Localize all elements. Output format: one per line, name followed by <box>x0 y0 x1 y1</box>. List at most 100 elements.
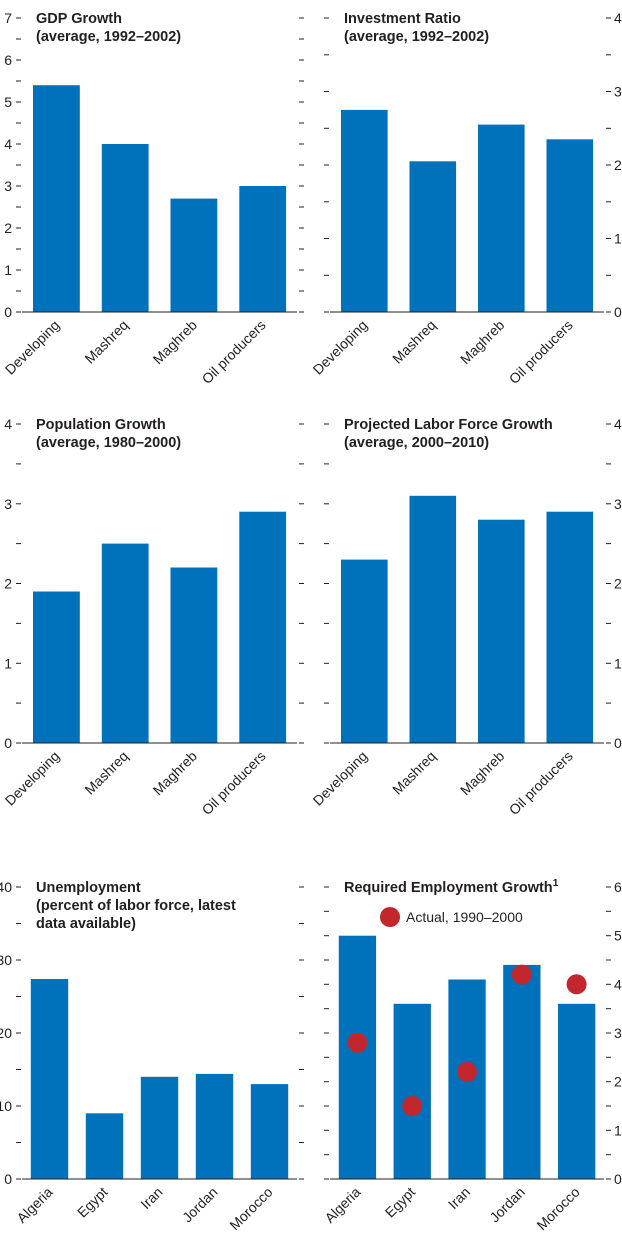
actual-marker <box>566 974 587 995</box>
x-category-label: Mashreq <box>81 748 131 798</box>
y-tick-label: 3 <box>614 1025 622 1041</box>
x-category-label: Iran <box>137 1184 165 1212</box>
y-tick-label: 10 <box>0 1098 12 1114</box>
x-category-label: Developing <box>310 748 371 809</box>
y-tick-label: 7 <box>4 10 12 26</box>
actual-marker <box>402 1096 423 1116</box>
bar-mashreq <box>101 144 149 312</box>
y-tick-label: 20 <box>0 1025 12 1041</box>
chart-title: (average, 1992–2002) <box>344 29 489 45</box>
x-category-label: Jordan <box>179 1184 221 1226</box>
y-tick-label: 0 <box>614 735 622 751</box>
y-tick-label: 3 <box>614 496 622 512</box>
chart-title: (average, 1992–2002) <box>36 29 181 45</box>
x-category-label: Algeria <box>321 1184 363 1226</box>
bar-jordan <box>195 1073 234 1179</box>
y-tick-label: 20 <box>614 157 622 173</box>
x-category-label: Maghreb <box>150 748 201 799</box>
actual-marker <box>457 1061 477 1082</box>
actual-marker <box>347 1032 368 1053</box>
x-category-label: Mashreq <box>389 317 439 367</box>
y-tick-label: 1 <box>614 655 622 671</box>
x-category-label: Morocco <box>533 1184 582 1233</box>
chart-title: GDP Growth <box>36 11 122 27</box>
y-tick-label: 2 <box>614 1074 622 1090</box>
y-tick-label: 0 <box>4 1171 12 1187</box>
y-tick-label: 6 <box>614 879 622 895</box>
bar-maghreb <box>478 519 525 743</box>
chart-title: data available) <box>36 916 136 932</box>
x-category-label: Maghreb <box>457 748 508 799</box>
bar-developing <box>33 85 80 312</box>
legend-label: Actual, 1990–2000 <box>406 909 523 925</box>
bar-maghreb <box>478 124 525 312</box>
bar-algeria <box>338 935 377 1179</box>
bar-morocco <box>250 1084 289 1179</box>
x-category-label: Maghreb <box>457 317 508 368</box>
x-category-label: Developing <box>2 748 63 809</box>
bar-egypt <box>85 1113 124 1179</box>
chart-title: Projected Labor Force Growth <box>344 417 553 433</box>
x-category-label: Oil producers <box>506 317 576 387</box>
y-tick-label: 10 <box>614 231 622 247</box>
bar-oil-producers <box>546 139 594 312</box>
bar-jordan <box>503 964 541 1179</box>
x-category-label: Morocco <box>226 1184 275 1233</box>
bar-maghreb <box>170 567 218 743</box>
bar-oil-producers <box>239 186 287 312</box>
y-tick-label: 1 <box>4 655 12 671</box>
chart-panel-6: 0 1 2 3 4 5 6 Algeria Egypt Iran Jordan Morocco Requ… <box>321 877 622 1233</box>
chart-panel-5: 0 10 20 30 40 Algeria Egypt Iran Jordan Morocco Un… <box>0 879 304 1233</box>
y-tick-label: 0 <box>4 304 12 320</box>
bar-egypt <box>393 1003 431 1179</box>
x-category-label: Algeria <box>13 1184 55 1226</box>
y-tick-label: 0 <box>4 735 12 751</box>
x-category-label: Oil producers <box>199 317 269 387</box>
x-category-label: Developing <box>2 317 63 378</box>
y-tick-label: 0 <box>614 1171 622 1187</box>
y-tick-label: 4 <box>614 416 622 432</box>
y-tick-label: 4 <box>4 416 12 432</box>
y-tick-label: 1 <box>614 1122 622 1138</box>
actual-marker <box>511 964 532 985</box>
bar-developing <box>33 591 80 743</box>
y-tick-label: 4 <box>614 976 622 992</box>
y-tick-label: 3 <box>4 178 12 194</box>
chart-title: (average, 2000–2010) <box>344 435 489 451</box>
y-tick-label: 0 <box>614 304 622 320</box>
x-category-label: Oil producers <box>506 748 576 818</box>
x-category-label: Egypt <box>382 1184 419 1221</box>
x-category-label: Maghreb <box>150 317 201 368</box>
y-tick-label: 1 <box>4 262 12 278</box>
y-tick-label: 40 <box>614 10 622 26</box>
y-tick-label: 4 <box>4 136 12 152</box>
footnote-marker: 1 <box>553 877 559 889</box>
y-tick-label: 2 <box>4 220 12 236</box>
x-category-label: Egypt <box>74 1184 111 1221</box>
chart-title: Unemployment <box>36 880 141 896</box>
y-tick-label: 30 <box>0 952 12 968</box>
bar-maghreb <box>170 198 218 312</box>
y-tick-label: 3 <box>4 496 12 512</box>
bar-mashreq <box>409 161 457 312</box>
x-category-label: Oil producers <box>199 748 269 818</box>
chart-title: Population Growth <box>36 417 166 433</box>
x-category-label: Developing <box>310 317 371 378</box>
y-tick-label: 5 <box>614 928 622 944</box>
bar-mashreq <box>409 495 457 743</box>
y-tick-label: 40 <box>0 879 12 895</box>
bar-mashreq <box>101 543 149 743</box>
chart-title: Required Employment Growth1 <box>344 877 559 896</box>
bar-oil-producers <box>239 511 287 743</box>
bar-algeria <box>30 979 69 1179</box>
x-category-label: Mashreq <box>389 748 439 798</box>
y-tick-label: 30 <box>614 84 622 100</box>
y-tick-label: 6 <box>4 52 12 68</box>
chart-title: (percent of labor force, latest <box>36 898 236 914</box>
